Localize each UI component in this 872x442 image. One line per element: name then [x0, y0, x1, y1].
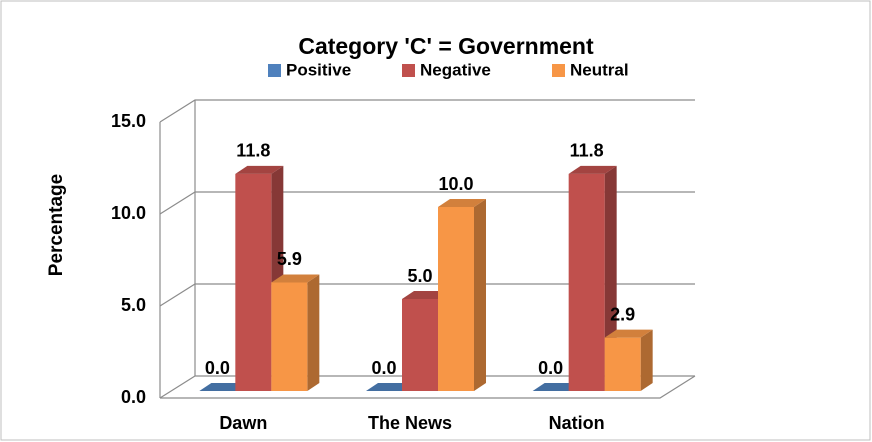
chart-title: Category 'C' = Government	[298, 33, 594, 59]
x-tick-label: Nation	[549, 413, 605, 433]
floor	[160, 375, 696, 399]
value-label: 11.8	[570, 141, 604, 161]
x-tick-label: The News	[368, 413, 452, 433]
value-label: 5.0	[407, 266, 432, 286]
bar-front	[235, 173, 272, 391]
value-label: 0.0	[538, 358, 563, 378]
bar	[604, 329, 653, 391]
bar	[271, 274, 320, 391]
y-tick-label: 5.0	[121, 295, 146, 315]
x-tick-label: Dawn	[219, 413, 267, 433]
bar-front	[402, 299, 438, 391]
bar	[438, 199, 486, 391]
y-tick-label: 0.0	[121, 387, 146, 407]
y-tick-label: 15.0	[111, 111, 146, 131]
bar-front	[271, 282, 308, 391]
legend-label: Negative	[420, 60, 491, 79]
value-label: 0.0	[205, 358, 230, 378]
bar-top	[604, 329, 653, 338]
bar-top	[568, 165, 617, 174]
legend-swatch	[552, 64, 565, 77]
value-label: 0.0	[371, 358, 396, 378]
value-label: 2.9	[610, 304, 635, 324]
bar-top	[235, 165, 284, 174]
bar-front	[568, 173, 605, 391]
value-label: 5.9	[277, 249, 302, 269]
bar-front	[438, 207, 474, 391]
bar-top	[438, 199, 486, 207]
bar-side	[640, 329, 653, 391]
y-axis-label: Percentage	[46, 174, 67, 276]
y-tick-label: 10.0	[111, 203, 146, 223]
bar	[568, 165, 617, 391]
bar-side	[307, 274, 320, 391]
legend-swatch	[402, 64, 415, 77]
bar-top	[271, 274, 320, 283]
bar-side	[474, 199, 486, 391]
value-label: 10.0	[438, 174, 473, 194]
value-label: 11.8	[236, 141, 270, 161]
legend-label: Positive	[286, 60, 351, 79]
bar-front	[604, 337, 641, 391]
legend-swatch	[268, 64, 281, 77]
legend-label: Neutral	[570, 60, 629, 79]
